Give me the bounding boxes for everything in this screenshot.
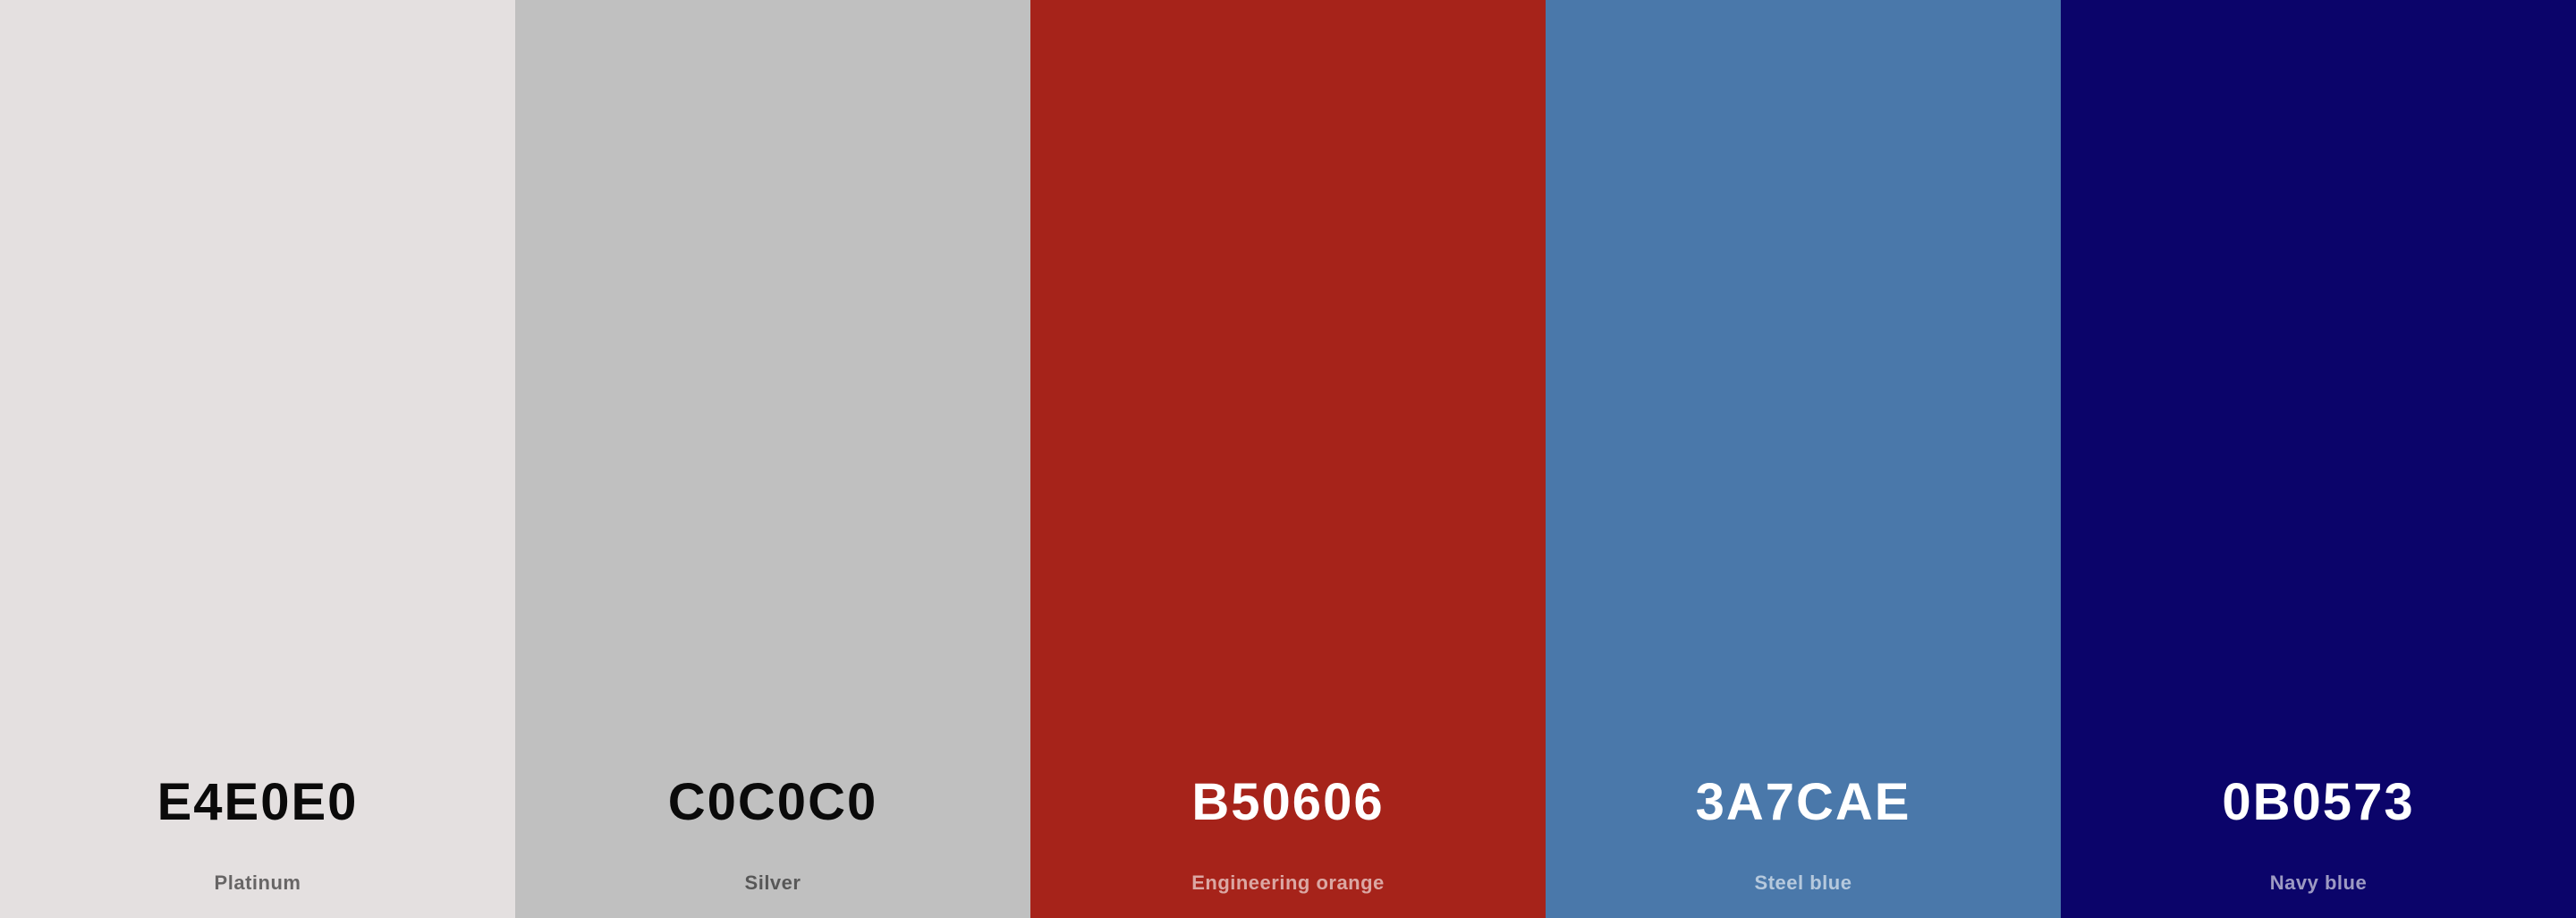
swatch-steel-blue[interactable]: 3A7CAE Steel blue [1546,0,2061,918]
swatch-color-name: Silver [744,871,801,894]
swatch-hex-code[interactable]: 0B0573 [2222,773,2415,831]
swatch-hex-code[interactable]: E4E0E0 [157,773,359,831]
swatch-hex-code[interactable]: 3A7CAE [1695,773,1911,831]
swatch-silver[interactable]: C0C0C0 Silver [515,0,1030,918]
swatch-platinum[interactable]: E4E0E0 Platinum [0,0,515,918]
swatch-color-name: Steel blue [1754,871,1852,894]
swatch-color-name: Platinum [214,871,301,894]
swatch-hex-code[interactable]: B50606 [1191,773,1385,831]
swatch-engineering-orange[interactable]: B50606 Engineering orange [1030,0,1546,918]
swatch-navy-blue[interactable]: 0B0573 Navy blue [2061,0,2576,918]
swatch-color-name: Navy blue [2269,871,2368,894]
swatch-color-name: Engineering orange [1191,871,1385,894]
swatch-hex-code[interactable]: C0C0C0 [667,773,878,831]
